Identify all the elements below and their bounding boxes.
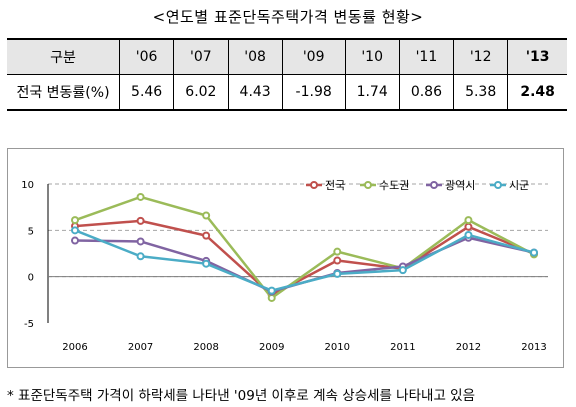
data-point xyxy=(530,248,538,257)
legend-label: 전국 xyxy=(325,179,345,192)
table-header-label: 구분 xyxy=(7,38,120,75)
table-year: '12 xyxy=(453,38,509,75)
table-year: '10 xyxy=(344,38,400,75)
data-point xyxy=(333,269,342,278)
legend-swatch-marker xyxy=(364,181,372,189)
table-year: '13 xyxy=(507,38,567,75)
data-point xyxy=(464,230,473,239)
table-cell: 2.48 xyxy=(507,74,567,111)
data-point xyxy=(267,293,276,302)
series-line xyxy=(74,219,535,297)
table-year: '08 xyxy=(227,38,283,75)
data-point xyxy=(71,236,79,245)
data-point xyxy=(136,252,145,261)
data-point xyxy=(333,256,342,265)
y-tick-label: 10 xyxy=(21,180,34,191)
legend-swatch-marker xyxy=(494,181,502,189)
data-point xyxy=(202,259,211,268)
legend-swatch-marker xyxy=(310,181,318,189)
table-cell: 4.43 xyxy=(227,74,283,111)
table-year: '07 xyxy=(173,38,229,75)
x-tick-label: 2012 xyxy=(456,342,481,353)
table-cell: -1.98 xyxy=(281,74,346,111)
y-tick-label: 5 xyxy=(28,226,34,237)
table-cell: 6.02 xyxy=(173,74,229,111)
table-year: '11 xyxy=(398,38,455,75)
table-row: 전국 변동률(%) 5.46 6.02 4.43 -1.98 1.74 0.86… xyxy=(7,74,567,111)
data-point xyxy=(136,216,145,225)
x-tick-label: 2007 xyxy=(128,342,153,353)
data-point xyxy=(136,192,145,201)
table-cell: 5.46 xyxy=(118,74,175,111)
table-cell: 1.74 xyxy=(344,74,400,111)
table-row-label: 전국 변동률(%) xyxy=(7,74,120,111)
data-point xyxy=(202,211,211,220)
table-cell: 5.38 xyxy=(453,74,509,111)
y-tick-label: -5 xyxy=(24,319,34,330)
chart-frame: 10 5 0 -5 2006 2007 2008 2009 2010 2011 2012 2013 전국… xyxy=(7,148,564,368)
x-tick-label: 2011 xyxy=(390,342,415,353)
legend-label: 광역시 xyxy=(445,179,475,192)
line-chart: 10 5 0 -5 2006 2007 2008 2009 2010 2011 2012 2013 전국… xyxy=(21,179,548,353)
page-title: <연도별 표준단독주택가격 변동률 현황> xyxy=(152,8,424,26)
legend-swatch-marker xyxy=(430,181,438,189)
table-cell: 0.86 xyxy=(398,74,455,111)
change-rate-table: 구분 '06 '07 '08 '09 '10 '11 '12 '13 전국 변동… xyxy=(7,38,567,111)
x-tick-label: 2010 xyxy=(325,342,350,353)
data-point xyxy=(333,247,342,256)
table-year: '09 xyxy=(281,38,346,75)
legend-label: 수도권 xyxy=(379,179,409,192)
series-line xyxy=(74,229,535,292)
x-tick-label: 2008 xyxy=(193,342,218,353)
table-header-row: 구분 '06 '07 '08 '09 '10 '11 '12 '13 xyxy=(7,38,567,75)
data-point xyxy=(464,222,473,231)
x-tick-label: 2006 xyxy=(62,342,87,353)
x-tick-label: 2009 xyxy=(259,342,284,353)
x-tick-label: 2013 xyxy=(521,342,546,353)
data-point xyxy=(267,286,276,295)
data-point xyxy=(464,216,473,225)
data-point xyxy=(71,216,79,225)
data-point xyxy=(202,231,211,240)
y-tick-label: 0 xyxy=(28,273,34,284)
table-year: '06 xyxy=(118,38,175,75)
footnote: * 표준단독주택 가격이 하락세를 나타낸 '09년 이후로 계속 상승세를 나… xyxy=(7,388,475,404)
legend-label: 시군 xyxy=(509,179,529,192)
data-point xyxy=(398,266,407,275)
data-point xyxy=(136,237,145,246)
data-point xyxy=(71,226,79,235)
series-line xyxy=(74,195,535,300)
